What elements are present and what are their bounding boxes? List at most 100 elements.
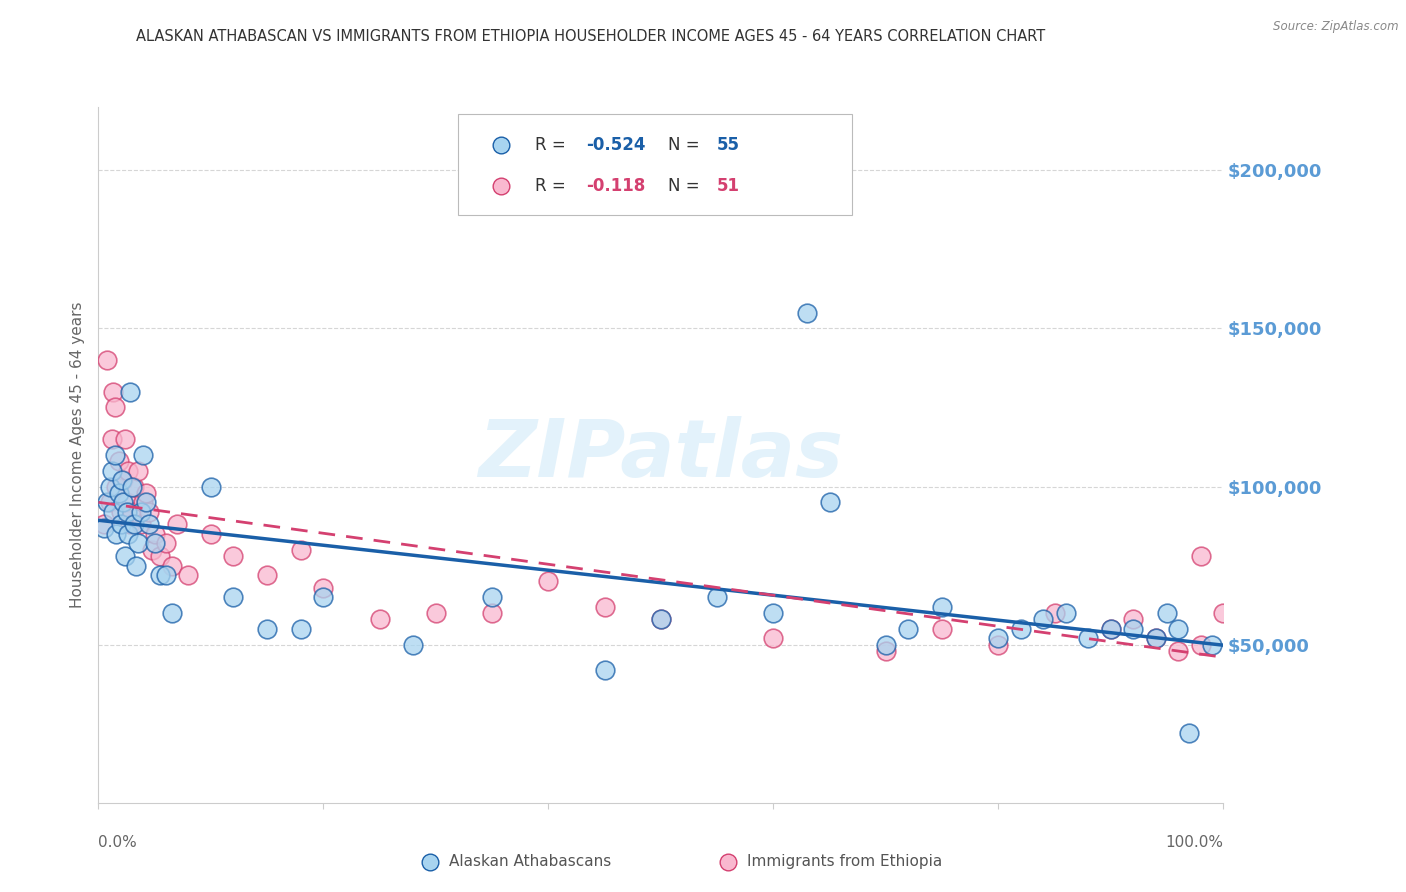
Point — [117, 527, 139, 541]
Point — [141, 542, 163, 557]
Point — [1122, 622, 1144, 636]
Point — [177, 568, 200, 582]
Point — [160, 606, 183, 620]
Text: 0.0%: 0.0% — [98, 836, 138, 850]
Point — [897, 622, 920, 636]
Point — [650, 612, 672, 626]
Point — [149, 549, 172, 563]
Text: 51: 51 — [717, 178, 740, 195]
Point — [290, 542, 312, 557]
Point — [1099, 622, 1122, 636]
Point — [104, 448, 127, 462]
Text: -0.118: -0.118 — [586, 178, 645, 195]
Point — [256, 622, 278, 636]
Point — [96, 353, 118, 368]
Point — [111, 473, 134, 487]
Point — [149, 568, 172, 582]
Point — [101, 505, 124, 519]
Point — [593, 599, 616, 614]
Point — [650, 612, 672, 626]
Point — [1054, 606, 1077, 620]
Point — [101, 464, 124, 478]
Point — [1099, 622, 1122, 636]
Text: 55: 55 — [717, 136, 740, 154]
Point — [1189, 638, 1212, 652]
Text: Alaskan Athabascans: Alaskan Athabascans — [450, 855, 612, 870]
FancyBboxPatch shape — [458, 114, 852, 215]
Point — [1212, 606, 1234, 620]
Point — [481, 591, 503, 605]
Point — [112, 473, 135, 487]
Point — [537, 574, 560, 589]
Point — [105, 479, 128, 493]
Point — [155, 536, 177, 550]
Point — [105, 527, 128, 541]
Point — [101, 384, 124, 399]
Text: Source: ZipAtlas.com: Source: ZipAtlas.com — [1274, 20, 1399, 33]
Point — [368, 612, 391, 626]
Point — [1077, 632, 1099, 646]
Point — [98, 495, 121, 509]
Point — [166, 517, 188, 532]
Point — [155, 568, 177, 582]
Point — [1156, 606, 1178, 620]
Point — [96, 495, 118, 509]
Point — [135, 495, 157, 509]
Point — [98, 479, 121, 493]
Point — [796, 305, 818, 319]
Point — [875, 638, 897, 652]
Point — [127, 536, 149, 550]
Point — [118, 384, 141, 399]
Point — [93, 521, 115, 535]
Text: ZIPatlas: ZIPatlas — [478, 416, 844, 494]
Point — [1201, 638, 1223, 652]
Point — [481, 606, 503, 620]
Text: R =: R = — [534, 136, 571, 154]
Point — [1167, 644, 1189, 658]
Point — [1032, 612, 1054, 626]
Point — [115, 505, 138, 519]
Point — [121, 505, 143, 519]
Point — [312, 591, 335, 605]
Text: N =: N = — [668, 136, 704, 154]
Point — [101, 432, 124, 446]
Point — [1144, 632, 1167, 646]
Point — [132, 448, 155, 462]
Text: R =: R = — [534, 178, 571, 195]
Point — [818, 495, 841, 509]
Point — [112, 495, 135, 509]
Point — [118, 517, 141, 532]
Point — [200, 527, 222, 541]
Point — [931, 622, 953, 636]
Point — [143, 527, 166, 541]
Point — [93, 517, 115, 532]
Point — [104, 401, 127, 415]
Point — [402, 638, 425, 652]
Point — [132, 495, 155, 509]
Point — [110, 517, 132, 532]
Point — [124, 558, 146, 573]
Point — [110, 505, 132, 519]
Point — [127, 464, 149, 478]
Point — [762, 632, 785, 646]
Point — [312, 581, 335, 595]
Point — [931, 599, 953, 614]
Point — [222, 549, 245, 563]
Point — [117, 464, 139, 478]
Text: 100.0%: 100.0% — [1166, 836, 1223, 850]
Point — [138, 505, 160, 519]
Point — [124, 517, 146, 532]
Text: -0.524: -0.524 — [586, 136, 647, 154]
Point — [256, 568, 278, 582]
Point — [107, 486, 129, 500]
Point — [1178, 726, 1201, 740]
Text: ALASKAN ATHABASCAN VS IMMIGRANTS FROM ETHIOPIA HOUSEHOLDER INCOME AGES 45 - 64 Y: ALASKAN ATHABASCAN VS IMMIGRANTS FROM ET… — [136, 29, 1045, 44]
Text: N =: N = — [668, 178, 704, 195]
Point — [1122, 612, 1144, 626]
Point — [1144, 632, 1167, 646]
Point — [1189, 549, 1212, 563]
Point — [987, 638, 1010, 652]
Y-axis label: Householder Income Ages 45 - 64 years: Householder Income Ages 45 - 64 years — [70, 301, 86, 608]
Point — [124, 479, 146, 493]
Point — [987, 632, 1010, 646]
